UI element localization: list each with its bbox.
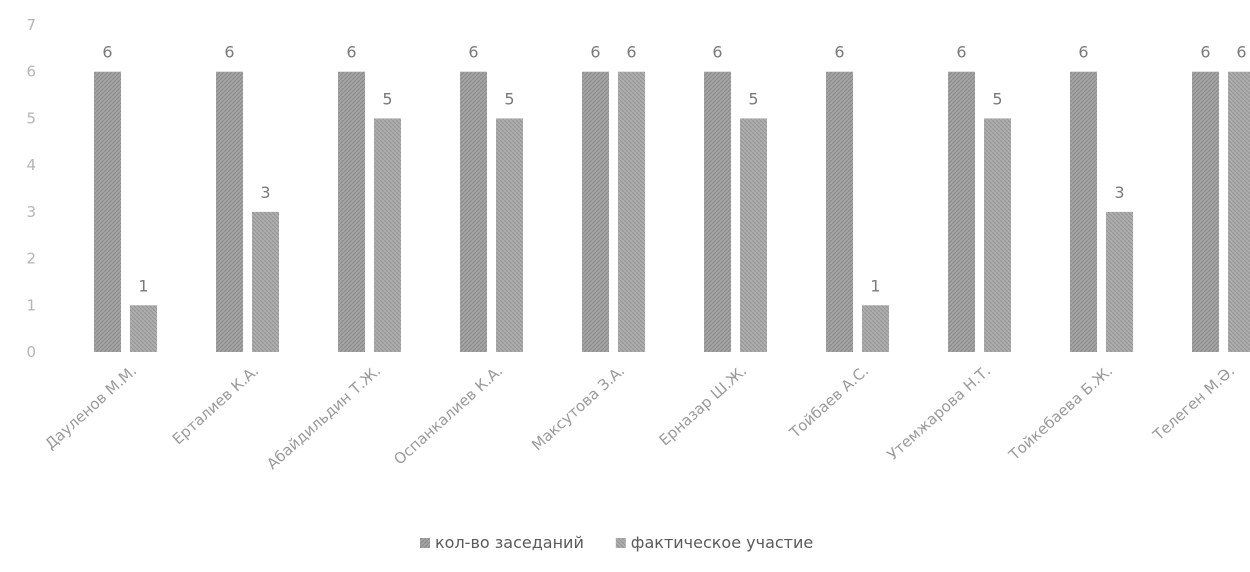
y-tick-label: 5: [26, 109, 36, 127]
bar-participation: [618, 71, 645, 352]
bar-participation: [1228, 71, 1250, 352]
x-category-label: Телеген М.Ә.: [1149, 362, 1238, 445]
x-category-label: Тойбаев А.С.: [785, 362, 872, 443]
bar-sessions: [94, 71, 121, 352]
bar-participation: [252, 211, 279, 352]
bar-participation: [374, 118, 401, 352]
bar-participation: [740, 118, 767, 352]
y-tick-label: 7: [26, 16, 36, 34]
data-label: 6: [1200, 43, 1210, 62]
bar-sessions: [582, 71, 609, 352]
bar-sessions: [1192, 71, 1219, 352]
data-label: 5: [504, 89, 514, 108]
x-category-label: Ерталиев К.А.: [169, 362, 262, 449]
x-axis-labels: Дауленов М.М. Ерталиев К.А. Абайдильдин Т.…: [41, 362, 1238, 473]
bar-sessions: [460, 71, 487, 352]
bar-participation: [862, 305, 889, 352]
data-label: 6: [1078, 43, 1088, 62]
data-label: 6: [224, 43, 234, 62]
y-tick-label: 2: [26, 250, 36, 268]
data-label: 6: [1236, 43, 1246, 62]
data-label: 5: [992, 89, 1002, 108]
bar-sessions: [826, 71, 853, 352]
bar-sessions: [1070, 71, 1097, 352]
x-category-label: Утемжарова Н.Т.: [884, 362, 995, 464]
legend-swatch: [615, 538, 626, 548]
y-tick-label: 0: [26, 343, 36, 361]
data-label: 1: [870, 276, 880, 295]
bar-sessions: [338, 71, 365, 352]
x-category-label: Абайдильдин Т.Ж.: [263, 362, 384, 473]
bar-sessions: [216, 71, 243, 352]
bar-participation: [130, 305, 157, 352]
data-label: 3: [1114, 183, 1124, 202]
data-label: 6: [102, 43, 112, 62]
legend-label: кол-во заседаний: [435, 533, 584, 552]
bars: [94, 71, 1250, 352]
data-labels: 6 1 6 3 6 5 6 5 6 6 6 5 6 1 6 5 6 3 6 6: [102, 43, 1246, 296]
data-label: 6: [626, 43, 636, 62]
data-label: 3: [260, 183, 270, 202]
bar-participation: [984, 118, 1011, 352]
data-label: 6: [712, 43, 722, 62]
bar-participation: [496, 118, 523, 352]
data-label: 6: [834, 43, 844, 62]
y-tick-label: 6: [26, 63, 36, 81]
data-label: 6: [590, 43, 600, 62]
bar-participation: [1106, 211, 1133, 352]
x-category-label: Оспанкалиев К.А.: [390, 362, 506, 469]
data-label: 5: [382, 89, 392, 108]
bar-sessions: [948, 71, 975, 352]
bar-sessions: [704, 71, 731, 352]
x-category-label: Тойкебаева Б.Ж.: [1005, 362, 1117, 465]
data-label: 6: [346, 43, 356, 62]
x-category-label: Дауленов М.М.: [41, 362, 140, 453]
y-axis: 0 1 2 3 4 5 6 7: [26, 16, 36, 361]
y-tick-label: 3: [26, 203, 36, 221]
y-tick-label: 4: [26, 156, 36, 174]
x-category-label: Максутова З.А.: [528, 362, 628, 455]
legend: кол-во заседаний фактическое участие: [420, 533, 813, 552]
data-label: 6: [468, 43, 478, 62]
legend-label: фактическое участие: [631, 533, 813, 552]
data-label: 1: [138, 276, 148, 295]
data-label: 5: [748, 89, 758, 108]
x-category-label: Ерназар Ш.Ж.: [655, 362, 750, 450]
y-tick-label: 1: [26, 296, 36, 314]
legend-swatch: [420, 538, 430, 548]
data-label: 6: [956, 43, 966, 62]
